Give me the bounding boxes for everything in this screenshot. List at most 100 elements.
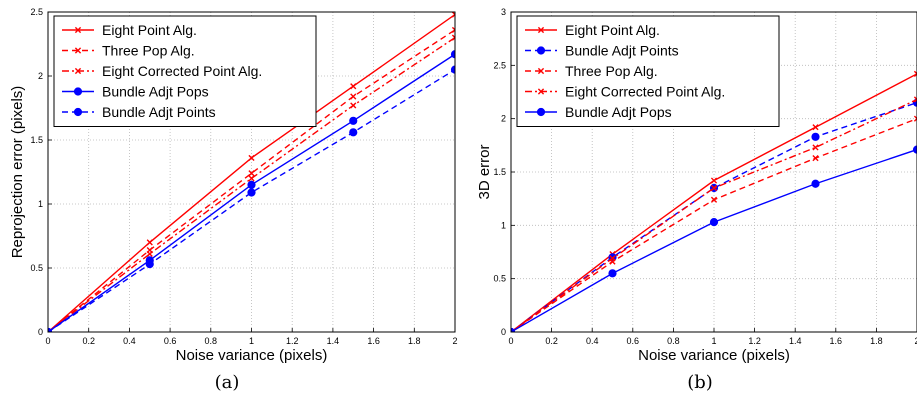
chart-caption: (a)	[215, 372, 240, 393]
legend-box	[516, 15, 780, 127]
y-tick-label: 0	[501, 327, 506, 337]
x-tick-label: 1.8	[870, 336, 883, 346]
data-point	[248, 154, 255, 162]
x-tick-label: 0.8	[667, 336, 680, 346]
legend-label: Eight Corrected Point Alg.	[102, 63, 262, 79]
legend-label: Bundle Adjt Points	[565, 43, 679, 59]
plot-frame	[47, 11, 456, 333]
data-point	[710, 177, 718, 184]
legend-label: Eight Corrected Point Alg.	[565, 84, 725, 100]
data-point	[146, 239, 153, 246]
legend: Eight Point Alg. Bundle Adjt Points Three …	[516, 15, 780, 127]
y-tick-label: 1	[38, 199, 43, 209]
x-tick-label: 0.6	[164, 336, 177, 346]
x-axis-label: Noise variance (pixels)	[638, 347, 790, 364]
data-point	[350, 102, 357, 109]
y-tick-label: 1.5	[30, 135, 43, 145]
legend-marker	[74, 67, 82, 75]
data-point	[811, 179, 820, 188]
x-tick-label: 0.4	[123, 336, 136, 346]
legend-marker	[537, 67, 545, 75]
data-point	[146, 250, 153, 258]
y-tick-label: 2.5	[30, 7, 43, 17]
data-point	[247, 180, 256, 189]
y-tick-label: 1	[501, 220, 506, 230]
x-tick-label: 0	[45, 336, 50, 346]
data-point	[248, 175, 255, 182]
y-tick-label: 3	[501, 7, 506, 17]
legend-label: Bundle Adjt Pops	[565, 104, 672, 120]
y-tick-label: 0.5	[30, 263, 43, 273]
data-point	[350, 83, 357, 90]
legend-marker	[536, 46, 546, 55]
x-tick-label: 0.6	[627, 336, 640, 346]
series-line	[48, 37, 455, 332]
data-point	[248, 170, 255, 177]
legend-box	[53, 15, 317, 127]
legend: Eight Point Alg. Three Pop Alg. Eight Corr…	[53, 15, 317, 127]
series-group	[48, 12, 455, 332]
data-point	[451, 26, 455, 34]
grid	[510, 11, 917, 333]
data-point	[710, 184, 718, 192]
data-point	[451, 12, 455, 18]
plot-frame	[510, 11, 917, 333]
legend-label: Three Pop Alg.	[102, 43, 195, 59]
y-axis-label: Reprojection error (pixels)	[9, 86, 26, 259]
x-tick-label: 1	[711, 336, 716, 346]
y-axis-label: 3D error	[476, 144, 493, 199]
legend-marker	[73, 107, 83, 117]
legend-label: Bundle Adjt Points	[102, 104, 216, 120]
data-point	[349, 128, 358, 137]
x-tick-label: 1.6	[830, 336, 843, 346]
data-point	[145, 260, 154, 269]
data-point	[451, 34, 455, 41]
x-tick-label: 1.2	[748, 336, 761, 346]
x-tick-label: 2	[914, 336, 917, 346]
legend-label: Eight Point Alg.	[102, 22, 197, 38]
legend-label: Three Pop Alg.	[565, 63, 658, 79]
x-tick-label: 1.4	[327, 336, 340, 346]
legend-label: Eight Point Alg.	[565, 22, 660, 38]
data-point	[710, 196, 718, 203]
x-tick-label: 0.2	[545, 336, 558, 346]
legend-marker	[536, 107, 546, 117]
x-tick-label: 1.8	[408, 336, 421, 346]
x-tick-label: 2	[452, 336, 457, 346]
x-tick-label: 1.6	[367, 336, 380, 346]
data-point	[811, 132, 820, 141]
data-point	[247, 188, 256, 197]
y-tick-label: 2	[501, 114, 506, 124]
data-point	[912, 145, 917, 154]
y-tick-label: 2.5	[493, 60, 506, 70]
x-tick-label: 0.8	[205, 336, 218, 346]
data-point	[913, 70, 917, 77]
legend-marker	[73, 87, 83, 96]
data-point	[349, 116, 358, 125]
y-tick-label: 2	[38, 71, 43, 81]
legend-marker	[74, 47, 82, 54]
series-line	[511, 98, 917, 332]
data-point	[350, 93, 357, 100]
y-tick-label: 0.5	[493, 274, 506, 284]
y-tick-label: 1.5	[493, 167, 506, 177]
data-point	[913, 96, 917, 103]
x-tick-label: 1	[249, 336, 254, 346]
chart-a: 0 0.2 0.4 0.6 0.8 1 1.2 1.4 1.6 1.8 2 0 0.5 1 1.5 2 2.5 E…	[9, 7, 458, 393]
data-point	[608, 269, 617, 278]
series-line	[511, 102, 917, 332]
x-axis-label: Noise variance (pixels)	[176, 347, 328, 364]
chart-caption: (b)	[687, 372, 713, 393]
legend-marker	[537, 88, 545, 95]
grid	[47, 11, 456, 333]
x-tick-label: 0.4	[586, 336, 599, 346]
legend-marker	[74, 26, 82, 34]
legend-label: Bundle Adjt Pops	[102, 84, 209, 100]
x-tick-label: 1.4	[789, 336, 802, 346]
data-point	[913, 115, 917, 122]
data-point	[812, 124, 819, 131]
data-point	[812, 155, 819, 162]
data-point	[812, 144, 819, 151]
data-point	[609, 255, 616, 262]
